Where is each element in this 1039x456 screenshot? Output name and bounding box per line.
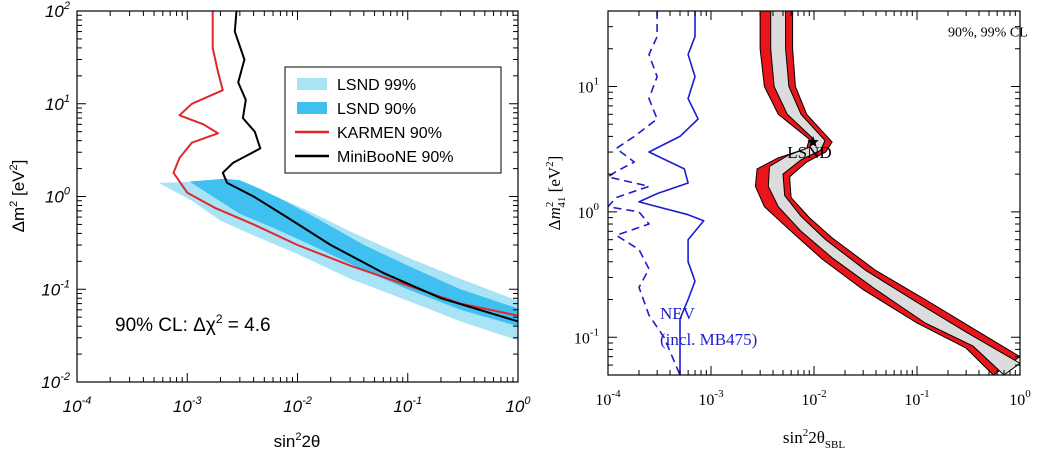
annotation-lsnd: LSND [787, 143, 831, 162]
left-chart: 10-4 10-3 10-2 10-1 100 10-2 10-1 100 101 102 si… [8, 0, 531, 451]
right-chart: 10-4 10-3 10-2 10-1 100 10-1 100 101 90%, 99% … [544, 10, 1031, 451]
x-tick-label: 10-1 [393, 395, 422, 416]
right-plot-area [608, 11, 1020, 375]
y-tick-label: 10-2 [41, 371, 70, 392]
band-lsnd-90 [767, 11, 1020, 375]
left-cl-annotation: 90% CL: Δχ2 = 4.6 [115, 312, 271, 336]
annotation-nev: NEV [660, 304, 696, 323]
y-tick-label: 100 [578, 201, 600, 222]
legend-swatch-lsnd-99 [297, 78, 327, 90]
legend-label-karmen-90: KARMEN 90% [337, 125, 442, 142]
band-lsnd-90 [189, 178, 518, 327]
x-tick-label: 10-2 [283, 395, 312, 416]
x-tick-label: 10-4 [595, 388, 621, 409]
left-legend: LSND 99% LSND 90% KARMEN 90% MiniBooNE 90% [284, 66, 502, 174]
curve-nev-incl-mb475 [638, 11, 705, 375]
right-x-axis-label: sin22θSBL [783, 427, 845, 451]
left-x-tick-labels: 10-4 10-3 10-2 10-1 100 [63, 395, 532, 416]
left-x-axis-label: sin22θ [274, 431, 321, 451]
left-tick-marks [76, 10, 519, 383]
right-x-tick-labels: 10-4 10-3 10-2 10-1 100 [595, 388, 1031, 409]
y-tick-label: 10-1 [574, 326, 599, 347]
curve-karmen-90 [172, 11, 518, 317]
curve-dashed [608, 11, 681, 375]
y-tick-label: 102 [45, 0, 70, 21]
right-annotations: 90%, 99% CL LSND NEV (incl. MB475) [660, 26, 1028, 349]
curve-miniboone-90 [221, 11, 518, 323]
left-plot-area [158, 11, 518, 341]
x-tick-label: 10-3 [173, 395, 203, 416]
left-y-tick-labels: 10-2 10-1 100 101 102 [41, 0, 71, 392]
annotation-incl-mb475: (incl. MB475) [660, 330, 757, 349]
legend-label-lsnd-99: LSND 99% [337, 77, 416, 94]
best-fit-star [807, 136, 819, 147]
legend-label-miniboone-90: MiniBooNE 90% [337, 149, 454, 166]
right-y-axis-label: Δm241 [eV2] [544, 156, 568, 231]
y-tick-label: 10-1 [41, 278, 70, 299]
right-y-tick-labels: 10-1 100 101 [574, 75, 600, 347]
right-tick-marks [607, 10, 1021, 376]
x-tick-label: 10-2 [801, 388, 826, 409]
annotation-90-99-cl: 90%, 99% CL [948, 26, 1028, 41]
left-y-axis-label: Δm2 [eV2] [8, 160, 28, 233]
y-tick-label: 100 [45, 186, 71, 207]
band-lsnd-99 [754, 11, 1020, 375]
y-tick-label: 101 [578, 75, 600, 96]
legend-swatch-lsnd-90 [297, 102, 327, 114]
x-tick-label: 100 [505, 395, 531, 416]
x-tick-label: 10-4 [63, 395, 92, 416]
x-tick-label: 100 [1009, 388, 1031, 409]
y-tick-label: 101 [45, 93, 70, 114]
x-tick-label: 10-3 [698, 388, 724, 409]
legend-label-lsnd-90: LSND 90% [337, 101, 416, 118]
x-tick-label: 10-1 [904, 388, 929, 409]
